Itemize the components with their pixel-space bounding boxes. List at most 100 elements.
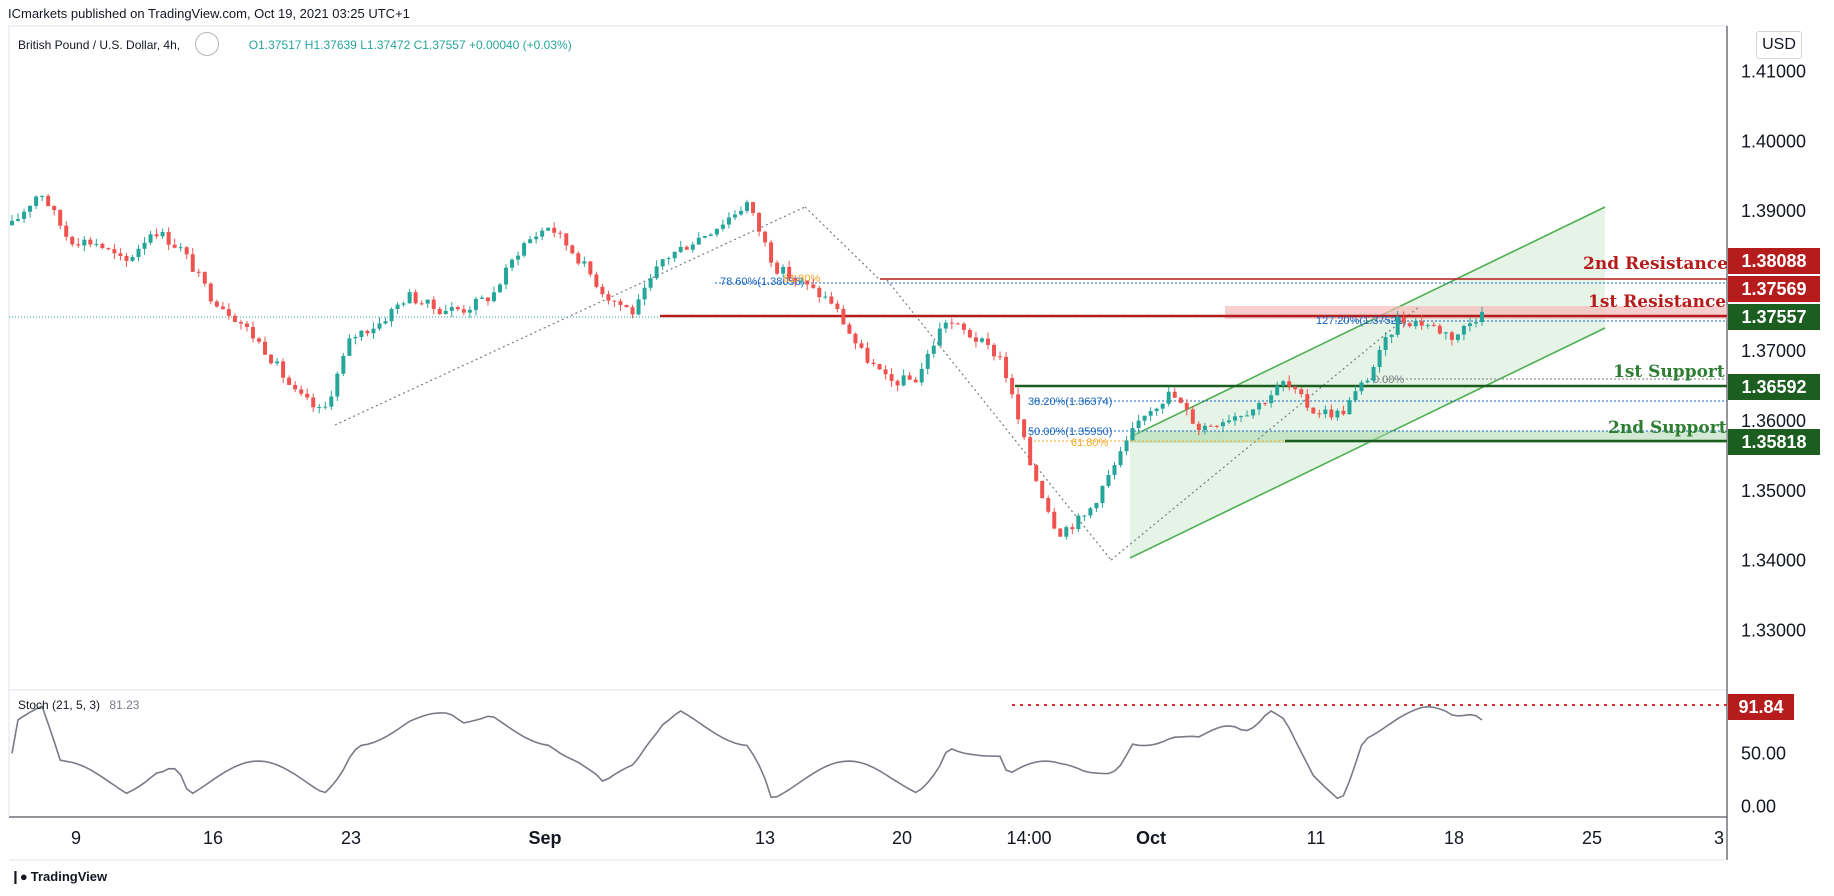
candle-body — [1401, 316, 1406, 324]
time-tick-label: 9 — [71, 828, 81, 848]
candle-body — [449, 307, 454, 311]
candle-body — [172, 244, 177, 248]
candle-body — [365, 330, 370, 334]
candle-body — [425, 299, 430, 304]
candle-body — [576, 253, 581, 264]
candle-body — [178, 247, 183, 249]
time-tick-label: 18 — [1444, 828, 1464, 848]
fib-label-1272: 127.20%(1.37521) — [1316, 315, 1407, 327]
candle-body — [979, 338, 984, 342]
candle-body — [793, 278, 798, 281]
candle-body — [40, 195, 45, 197]
symbol-status-icon[interactable] — [195, 32, 220, 56]
candle-body — [528, 239, 533, 244]
candle-body — [630, 307, 635, 315]
candle-body — [618, 301, 623, 305]
candle-body — [516, 255, 521, 260]
candle-body — [479, 297, 484, 299]
candle-body — [214, 301, 219, 307]
candle-body — [1275, 385, 1280, 396]
candle-body — [293, 384, 298, 390]
candle-body — [1196, 423, 1201, 430]
candle-body — [1052, 511, 1057, 529]
candle-body — [1160, 403, 1165, 409]
candle-body — [202, 271, 207, 284]
candle-body — [1353, 391, 1358, 401]
price-tag-1st-support: 1.36592 — [1728, 374, 1820, 400]
candle-body — [973, 337, 978, 342]
tradingview-logo[interactable]: ❙● TradingView — [10, 869, 107, 885]
candle-body — [775, 262, 780, 274]
candle-body — [1076, 515, 1081, 530]
candle-body — [955, 323, 960, 325]
candle-body — [305, 393, 310, 398]
candle-body — [311, 397, 316, 408]
candle-body — [1473, 322, 1478, 324]
candle-body — [732, 214, 737, 218]
candle-body — [335, 373, 340, 397]
candle-body — [1046, 498, 1051, 512]
fib-label-50: 50.00%(1.35950) — [1028, 426, 1112, 438]
candle-body — [937, 328, 942, 346]
candle-body — [805, 280, 810, 285]
time-tick-label: 25 — [1582, 828, 1602, 848]
candle-body — [1395, 316, 1400, 335]
candle-body — [124, 255, 129, 261]
candle-body — [769, 242, 774, 263]
symbol-name[interactable]: British Pound / U.S. Dollar, 4h, — [18, 38, 181, 53]
candle-body — [1383, 337, 1388, 350]
candle-body — [485, 297, 490, 302]
candle-body — [443, 310, 448, 315]
candle-body — [570, 245, 575, 254]
candle-body — [913, 379, 918, 383]
candle-body — [160, 231, 165, 237]
price-tag-2nd-support: 1.35818 — [1728, 429, 1820, 455]
candle-body — [377, 323, 382, 329]
candle-body — [347, 338, 352, 356]
candle-body — [1214, 425, 1219, 427]
candle-body — [1323, 409, 1328, 415]
candle-body — [1443, 332, 1448, 334]
candle-body — [184, 247, 189, 255]
candle-body — [1437, 325, 1442, 334]
candle-body — [359, 330, 364, 337]
candle-body — [1419, 321, 1424, 326]
currency-button[interactable]: USD — [1756, 31, 1802, 59]
candle-body — [1226, 420, 1231, 423]
label-1st-resistance: 1st Resistance — [1588, 292, 1727, 312]
candle-body — [1208, 425, 1213, 427]
candle-body — [859, 343, 864, 348]
candle-body — [552, 227, 557, 233]
candle-body — [961, 323, 966, 330]
candle-body — [136, 248, 141, 258]
candle-body — [250, 327, 255, 339]
candle-body — [666, 258, 671, 260]
candle-body — [985, 338, 990, 345]
candle-body — [407, 292, 412, 304]
candle-body — [1106, 474, 1111, 487]
candle-body — [751, 202, 756, 214]
candle-body — [726, 217, 731, 225]
candle-body — [208, 283, 213, 302]
candle-body — [1232, 416, 1237, 421]
candle-body — [28, 205, 33, 212]
candle-body — [504, 267, 509, 285]
candle-body — [88, 239, 93, 245]
candle-body — [829, 296, 834, 304]
candle-body — [714, 228, 719, 235]
candle-body — [497, 284, 502, 293]
candle-body — [612, 300, 617, 302]
candle-body — [546, 227, 551, 231]
candle-body — [1112, 465, 1117, 475]
candle-body — [118, 253, 123, 256]
candle-body — [1124, 440, 1129, 452]
candle-body — [1311, 407, 1316, 414]
candle-body — [269, 354, 274, 364]
stoch-legend[interactable]: Stoch (21, 5, 3) 81.23 — [18, 698, 139, 712]
candle-body — [1251, 409, 1256, 416]
candle-body — [1281, 381, 1286, 386]
candle-body — [52, 206, 57, 211]
candle-body — [624, 304, 629, 308]
candle-body — [112, 249, 117, 254]
